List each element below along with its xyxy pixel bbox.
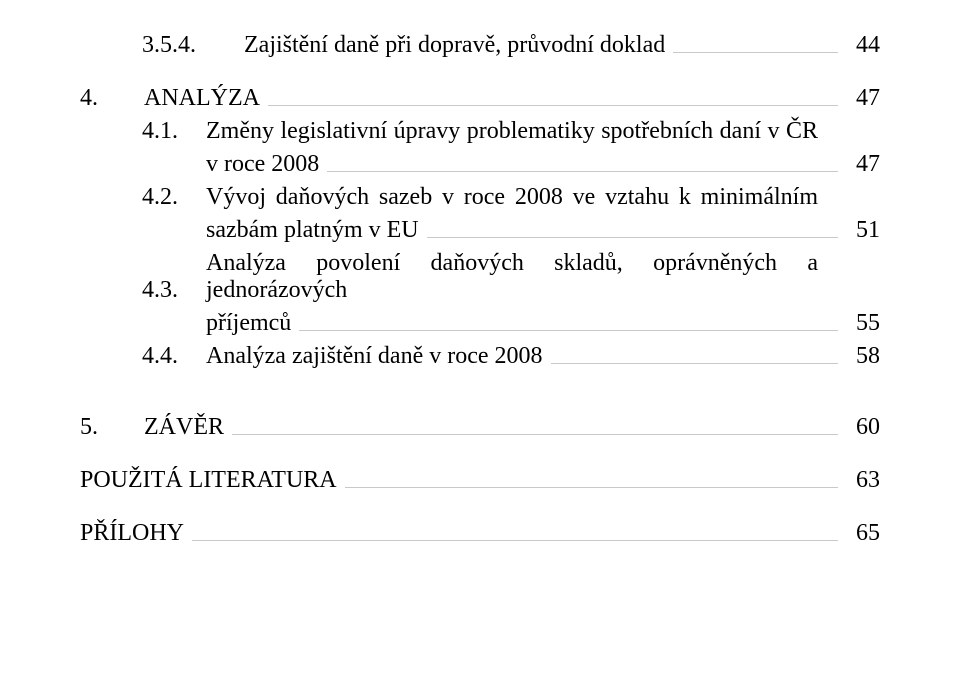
toc-entry: 4.4. Analýza zajištění daně v roce 2008 …: [142, 343, 880, 370]
toc-entry: 4. ANALÝZA 47: [80, 85, 880, 112]
toc-entry-cont: v roce 2008 47: [206, 151, 880, 178]
toc-label: ANALÝZA: [144, 85, 264, 112]
toc-entry: 4.1. Změny legislativní úpravy problemat…: [142, 118, 880, 145]
toc-entry-cont: příjemců 55: [206, 310, 880, 337]
toc-entry-cont: sazbám platným v EU 51: [206, 217, 880, 244]
toc-page: 58: [842, 343, 880, 370]
toc-label: Analýza zajištění daně v roce 2008: [206, 343, 547, 370]
toc-label-cont: příjemců: [206, 310, 295, 337]
toc-page: 65: [842, 520, 880, 547]
toc-page: 55: [842, 310, 880, 337]
toc-number: 4.4.: [142, 343, 206, 370]
toc-label: Změny legislativní úpravy problematiky s…: [206, 118, 818, 145]
toc-number: 5.: [80, 414, 144, 441]
toc-page: 51: [842, 217, 880, 244]
toc-leader: [299, 329, 838, 331]
toc-entry: 5. ZÁVĚR 60: [80, 414, 880, 441]
toc-leader: [327, 170, 838, 172]
toc-leader: [192, 539, 838, 541]
toc-page: 60: [842, 414, 880, 441]
toc-leader: [268, 104, 838, 106]
toc-label-cont: sazbám platným v EU: [206, 217, 423, 244]
toc-leader: [345, 486, 838, 488]
toc-label: Zajištění daně při dopravě, průvodní dok…: [244, 32, 669, 59]
toc-leader: [551, 362, 838, 364]
toc-leader: [232, 433, 838, 435]
toc-number: 3.5.4.: [142, 32, 244, 59]
toc-entry: 3.5.4. Zajištění daně při dopravě, průvo…: [142, 32, 880, 59]
toc-leader: [427, 236, 838, 238]
toc-entry: PŘÍLOHY 65: [80, 520, 880, 547]
toc-entry: 4.3. Analýza povolení daňových skladů, o…: [142, 250, 880, 304]
toc-page: 44: [842, 32, 880, 59]
toc-page: 63: [842, 467, 880, 494]
toc-leader: [673, 51, 838, 53]
toc-label: PŘÍLOHY: [80, 520, 188, 547]
toc-number: 4.: [80, 85, 144, 112]
page: 3.5.4. Zajištění daně při dopravě, průvo…: [0, 0, 960, 675]
toc-entry: POUŽITÁ LITERATURA 63: [80, 467, 880, 494]
toc-label-cont: v roce 2008: [206, 151, 323, 178]
toc-number: 4.2.: [142, 184, 206, 211]
toc-label: POUŽITÁ LITERATURA: [80, 467, 341, 494]
toc-label: Analýza povolení daňových skladů, oprávn…: [206, 250, 818, 304]
toc-label: Vývoj daňových sazeb v roce 2008 ve vzta…: [206, 184, 818, 211]
toc-page: 47: [842, 151, 880, 178]
toc-number: 4.1.: [142, 118, 206, 145]
toc-label: ZÁVĚR: [144, 414, 228, 441]
toc-number: 4.3.: [142, 277, 206, 304]
toc-page: 47: [842, 85, 880, 112]
toc-entry: 4.2. Vývoj daňových sazeb v roce 2008 ve…: [142, 184, 880, 211]
